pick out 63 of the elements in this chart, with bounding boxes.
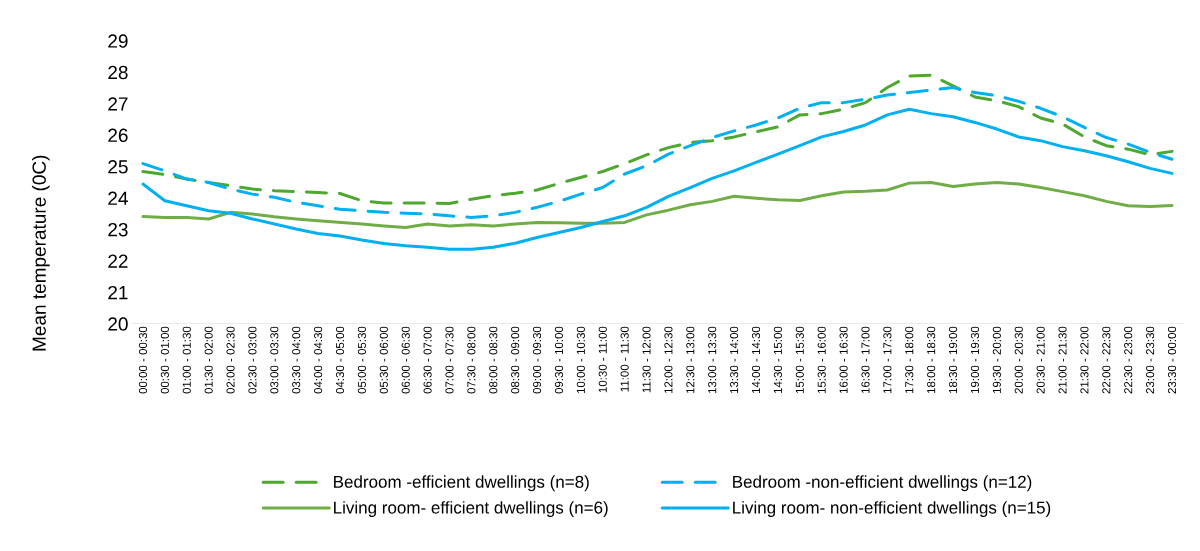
y-tick-label: 21 <box>108 285 128 300</box>
x-tick-label: 05:30 - 06:00 <box>379 326 388 394</box>
x-tick-label: 10:00 - 10:30 <box>576 326 585 394</box>
x-tick-label: 08:30 - 09:00 <box>511 326 520 394</box>
x-tick-label: 17:00 - 17:30 <box>883 326 892 394</box>
y-tick-label: 24 <box>108 191 128 205</box>
x-tick-label: 07:00 - 07:30 <box>445 326 454 394</box>
x-tick-label: 21:00 - 21:30 <box>1058 326 1067 394</box>
x-tick-label: 02:30 - 03:00 <box>248 326 257 394</box>
x-tick-label: 03:00 - 03:30 <box>270 326 279 394</box>
x-tick-label: 11:30 - 12:00 <box>642 326 651 393</box>
y-tick-label: 25 <box>108 160 128 174</box>
x-tick-label: 16:00 - 16:30 <box>839 326 848 394</box>
x-tick-label: 00:30 - 01:00 <box>160 326 169 394</box>
x-tick-label: 04:00 - 04:30 <box>314 326 323 394</box>
x-tick-label: 23:00 - 23:30 <box>1146 326 1155 394</box>
y-tick-label: 20 <box>108 317 128 331</box>
x-tick-label: 05:00 - 05:30 <box>357 326 366 394</box>
y-tick-label: 28 <box>108 65 128 80</box>
x-tick-label: 01:00 - 01:30 <box>182 326 191 394</box>
y-tick-label: 27 <box>108 97 128 111</box>
x-tick-label: 12:00 - 12:30 <box>664 326 673 394</box>
legend-label: Living room- non-efficient dwellings (n=15) <box>733 501 1051 518</box>
x-tick-label: 00:00 - 00:30 <box>138 326 148 394</box>
x-tick-label: 06:30 - 07:00 <box>423 326 432 394</box>
x-tick-label: 21:30 - 22:00 <box>1080 326 1089 394</box>
x-tick-label: 22:30 - 23:00 <box>1124 326 1133 394</box>
x-tick-label: 03:30 - 04:00 <box>292 326 301 394</box>
x-tick-label: 14:00 - 14:30 <box>751 326 761 394</box>
y-tick-label: 26 <box>108 128 128 143</box>
x-tick-label: 19:00 - 19:30 <box>970 326 980 394</box>
x-tick-label: 04:30 - 05:00 <box>335 326 345 394</box>
x-tick-label: 15:30 - 16:00 <box>817 326 826 394</box>
x-tick-label: 06:00 - 06:30 <box>401 326 410 394</box>
x-tick-label: 08:00 - 08:30 <box>489 326 498 394</box>
x-tick-label: 17:30 - 18:00 <box>905 326 914 394</box>
y-tick-label: 22 <box>108 254 128 268</box>
x-tick-label: 09:00 - 09:30 <box>532 326 542 394</box>
x-tick-label: 22:00 - 22:30 <box>1102 326 1111 394</box>
y-tick-label: 29 <box>108 34 128 48</box>
legend-label: Bedroom -efficient dwellings (n=8) <box>334 475 589 492</box>
x-tick-label: 15:00 - 15:30 <box>795 326 804 394</box>
x-tick-label: 18:00 - 18:30 <box>927 326 936 394</box>
x-tick-label: 20:30 - 21:00 <box>1036 326 1045 394</box>
x-tick-label: 14:30 - 15:00 <box>773 326 782 394</box>
x-tick-label: 20:00 - 20:30 <box>1014 326 1023 394</box>
x-tick-label: 23:30 - 00:00 <box>1167 326 1177 394</box>
x-tick-label: 01:30 - 02:00 <box>204 326 213 394</box>
y-axis-title: Mean temperature (0C) <box>31 155 50 351</box>
x-tick-label: 07:30 - 08:00 <box>467 326 476 394</box>
y-tick-label: 23 <box>108 222 128 237</box>
legend-label: Living room- efficient dwellings (n=6) <box>334 501 608 518</box>
x-tick-label: 10:30 - 11:00 <box>598 326 607 393</box>
x-tick-label: 12:30 - 13:00 <box>686 326 695 394</box>
x-tick-label: 11:00 - 11:30 <box>620 326 629 392</box>
x-tick-label: 02:00 - 02:30 <box>226 326 235 394</box>
x-tick-label: 13:30 - 14:00 <box>730 326 739 394</box>
legend-label: Bedroom -non-efficient dwellings (n=12) <box>733 475 1032 492</box>
x-tick-label: 16:30 - 17:00 <box>861 326 870 394</box>
x-tick-label: 19:30 - 20:00 <box>992 326 1001 394</box>
x-tick-label: 13:00 - 13:30 <box>708 326 717 394</box>
x-tick-label: 09:30 - 10:00 <box>554 326 564 394</box>
x-tick-label: 18:30 - 19:00 <box>948 326 958 394</box>
